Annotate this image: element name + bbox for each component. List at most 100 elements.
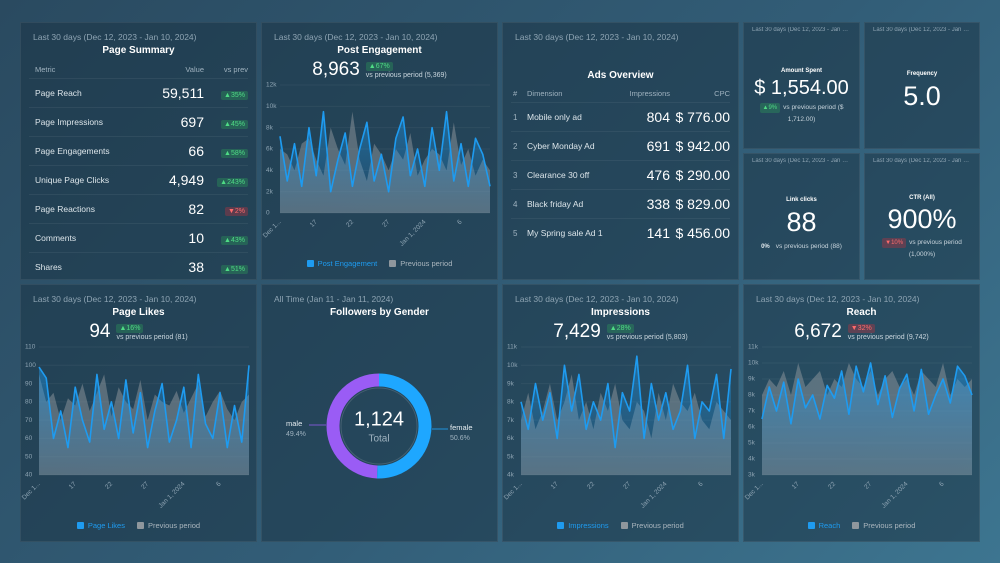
impressions: 338: [646, 196, 670, 212]
series-line: [38, 365, 250, 449]
legend-item: Post Engagement: [306, 259, 377, 268]
change-badge: 45%: [221, 120, 248, 129]
widget-title: Amount Spent: [781, 68, 822, 74]
y-tick-label: 6k: [266, 146, 274, 153]
widget-panel: Last 30 days (Dec 12, 2023 - Jan 10, 202…: [20, 22, 257, 280]
y-tick-label: 12k: [266, 82, 277, 89]
legend-label: Page Likes: [87, 521, 125, 530]
change-badge: 28%: [606, 323, 634, 333]
legend-item: Reach: [807, 521, 840, 530]
y-tick-label: 10k: [266, 103, 277, 110]
kpi-value: 5.0: [903, 81, 941, 111]
metric-value: 6,672: [794, 321, 842, 342]
comparison-text: vs previous period ($ 1,712.00): [783, 104, 844, 123]
metric-value: 7,429: [553, 321, 601, 342]
change-badge: 16%: [116, 323, 144, 333]
chart: 40 50 60 70 80 90 100 110 Dec 1... 17 22 27 Jan 1, 2…: [21, 344, 250, 510]
cpc: $ 456.00: [675, 225, 731, 241]
y-tick-label: 7k: [748, 408, 756, 415]
column-header: Dimension: [527, 88, 563, 98]
x-tick-label: 22: [586, 480, 596, 490]
donut-total: 1,124: [354, 408, 404, 430]
widget-panel: Last 30 days (Dec 12, 2023 - Jan 10, 202…: [743, 284, 980, 542]
table-row: Shares 38 51%: [29, 252, 248, 279]
column-header: Metric: [35, 64, 56, 74]
legend-item: Previous period: [620, 521, 684, 530]
change-badge: 35%: [221, 91, 248, 100]
metric-name: Comments: [35, 233, 77, 243]
series-area: [39, 365, 249, 475]
legend-swatch: [389, 260, 397, 267]
legend-swatch: [807, 522, 815, 529]
column-header: CPC: [714, 88, 730, 98]
widget-title: Impressions: [591, 307, 650, 318]
widget-title: Link clicks: [786, 197, 817, 203]
comparison-text: vs previous period (81): [116, 333, 188, 341]
badge-cell: 43%: [204, 229, 248, 247]
chart: 3k 4k 5k 6k 7k 8k 9k 10k 11k Dec 1... 17 22 27 Jan 1,…: [744, 344, 973, 510]
slice-value: 49.4%: [286, 431, 306, 438]
y-tick-label: 4k: [266, 167, 274, 174]
metric-compare: 16%vs previous period (81): [116, 323, 188, 341]
cpc: $ 942.00: [675, 138, 731, 154]
y-tick-label: 60: [25, 435, 33, 442]
donut-segment: [326, 373, 380, 479]
table-row: Page Reactions 82 2%: [29, 194, 248, 223]
metric-row: 6,672 32%vs previous period (9,742): [744, 321, 979, 343]
x-tick-label: Dec 1...: [262, 219, 283, 240]
x-tick-label: Dec 1...: [21, 481, 42, 502]
metric-name: Page Reach: [35, 88, 82, 98]
change-badge: 51%: [221, 265, 248, 274]
y-tick-label: 6k: [748, 424, 756, 431]
widget-title: Frequency: [906, 71, 938, 77]
widget-panel: Last 30 days (Dec 12, 2023 - Jan 10, 202…: [261, 22, 498, 280]
rank: 4: [513, 199, 518, 209]
slice-label: female: [450, 423, 473, 432]
metric-row: 94 16%vs previous period (81): [21, 321, 256, 343]
y-tick-label: 11k: [748, 344, 759, 351]
metric-value: 8,963: [312, 59, 360, 80]
comparison-text: vs previous period (88): [775, 243, 842, 250]
date-range: Last 30 days (Dec 12, 2023 - Jan 10, 202…: [873, 158, 971, 164]
metric-name: Page Impressions: [35, 117, 104, 127]
widget-title: Reach: [846, 307, 877, 318]
metric-name: Unique Page Clicks: [35, 175, 110, 185]
table-row: 2 Cyber Monday Ad 691 $ 942.00: [511, 131, 730, 160]
y-tick-label: 11k: [507, 344, 518, 351]
legend-label: Previous period: [631, 521, 684, 530]
badge-cell: 51%: [204, 258, 248, 276]
y-tick-label: 8k: [266, 124, 274, 131]
x-tick-label: 17: [550, 480, 560, 490]
widget-panel: Last 30 days (Dec 12, 2023 - Jan 10, 202…: [864, 153, 980, 280]
series-line: [761, 362, 973, 425]
y-tick-label: 9k: [507, 380, 515, 387]
dimension: Mobile only ad: [527, 112, 582, 122]
date-range: Last 30 days (Dec 12, 2023 - Jan 10, 202…: [33, 32, 197, 42]
x-tick-label: Jan 1, 2024: [639, 480, 668, 509]
y-tick-label: 6k: [507, 435, 515, 442]
x-tick-label: Jan 1, 2024: [398, 218, 427, 247]
change-badge: 67%: [365, 61, 393, 71]
widget-title: Ads Overview: [587, 70, 654, 81]
y-tick-label: 4k: [507, 472, 515, 479]
legend-item: Previous period: [389, 259, 452, 268]
table-row: Page Impressions 697 45%: [29, 107, 248, 136]
y-tick-label: 10k: [507, 362, 518, 369]
y-tick-label: 5k: [507, 453, 515, 460]
y-tick-label: 9k: [748, 376, 756, 383]
widget-panel: Last 30 days (Dec 12, 2023 - Jan 10, 202…: [743, 22, 860, 149]
cpc: $ 290.00: [675, 167, 731, 183]
legend-label: Previous period: [400, 259, 453, 268]
change-badge: 10%: [882, 238, 907, 248]
date-range: Last 30 days (Dec 12, 2023 - Jan 10, 202…: [515, 32, 679, 42]
donut-total-label: Total: [368, 434, 389, 445]
widget-title: Followers by Gender: [330, 307, 429, 318]
impressions: 476: [646, 167, 670, 183]
legend: Reach Previous period: [744, 521, 979, 530]
x-tick-label: 17: [68, 480, 78, 490]
metric-value: 59,511: [162, 85, 204, 101]
x-tick-label: 6: [215, 480, 223, 488]
comparison-text: vs previous period (5,803): [606, 333, 688, 341]
x-tick-label: 27: [140, 480, 150, 490]
change-badge: 32%: [847, 323, 875, 333]
